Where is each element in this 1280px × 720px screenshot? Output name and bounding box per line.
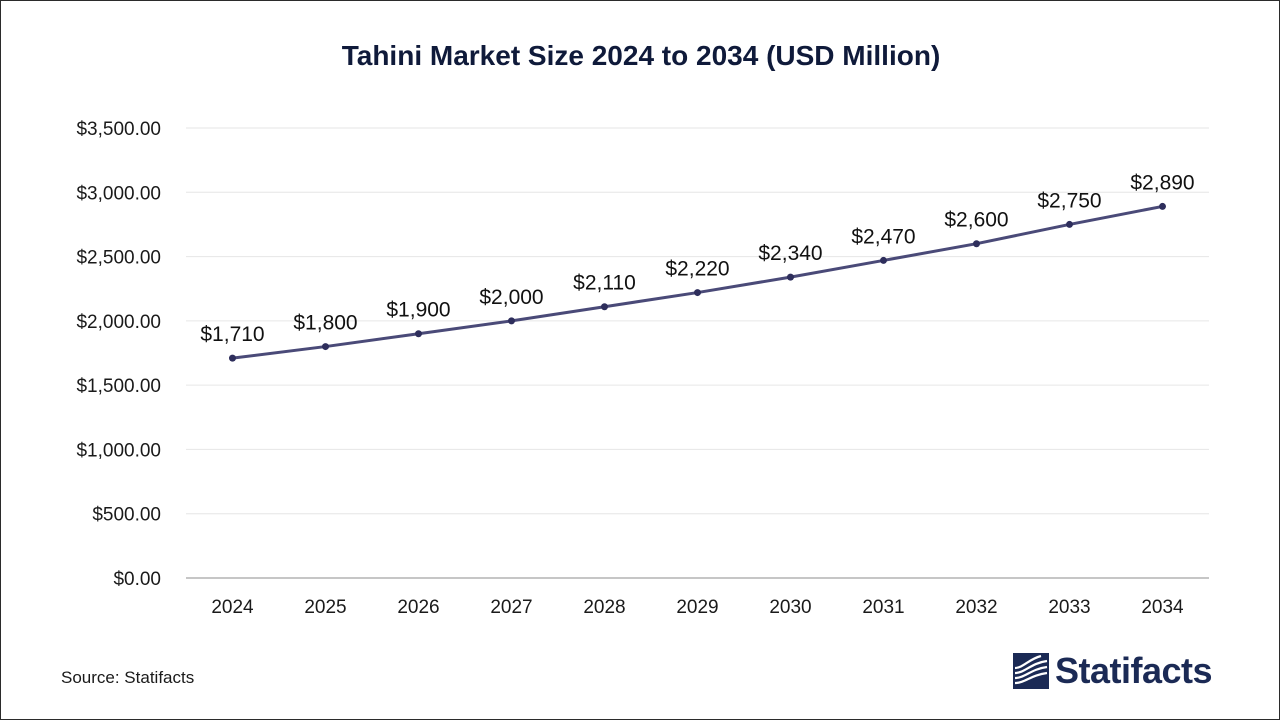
data-label: $1,800 [293,312,357,335]
data-point [694,289,701,297]
x-tick-label: 2031 [862,597,904,618]
x-tick-label: 2028 [583,597,625,618]
data-point [880,256,887,264]
y-tick-label: $0.00 [113,569,161,590]
series-layer [229,202,1166,362]
source-note: Source: Statifacts [61,668,195,687]
data-labels: $1,710 $1,800 $1,900 $2,000 $2,110 $2,220 $2,3… [200,171,1194,346]
data-point [601,303,608,311]
data-label: $2,470 [851,225,915,248]
data-point [322,343,329,351]
x-tick-label: 2030 [769,597,811,618]
y-tick-label: $1,000.00 [76,440,161,461]
x-axis-ticks: 2024 2025 2026 2027 2028 2029 2030 2031 2032 2033… [211,597,1184,618]
data-label: $2,340 [758,242,822,265]
x-tick-label: 2034 [1141,597,1184,618]
data-point [973,240,980,248]
y-tick-label: $3,000.00 [76,183,161,204]
x-tick-label: 2025 [304,597,346,618]
data-point [1159,202,1166,210]
data-label: $2,890 [1130,171,1194,194]
x-tick-label: 2027 [490,597,532,618]
y-tick-label: $2,500.00 [76,248,161,269]
data-label: $2,220 [665,258,729,281]
chart-title: Tahini Market Size 2024 to 2034 (USD Mil… [342,40,941,71]
data-label: $2,000 [479,286,543,309]
data-point [229,354,236,362]
data-point [787,273,794,281]
y-tick-label: $3,500.00 [76,119,161,140]
data-label: $1,710 [200,323,264,346]
data-label: $2,110 [573,272,636,295]
x-tick-label: 2033 [1048,597,1090,618]
data-label: $1,900 [386,299,450,322]
x-tick-label: 2026 [397,597,439,618]
y-tick-label: $2,000.00 [76,312,161,333]
x-tick-label: 2024 [211,597,254,618]
y-tick-label: $500.00 [92,505,161,526]
data-point [1066,220,1073,228]
x-tick-label: 2032 [955,597,997,618]
y-axis-ticks: $0.00 $500.00 $1,000.00 $1,500.00 $2,000.00 $… [76,119,161,590]
data-label: $2,750 [1037,189,1101,212]
gridlines [186,127,1209,515]
brand-logo: Statifacts [1013,649,1213,693]
data-point [508,317,515,325]
brand-name: Statifacts [1055,650,1213,691]
statifacts-logo-icon [1013,653,1049,689]
data-point [415,330,422,338]
data-label: $2,600 [944,209,1008,232]
y-tick-label: $1,500.00 [76,376,161,397]
x-tick-label: 2029 [676,597,718,618]
series-line [232,204,1163,360]
